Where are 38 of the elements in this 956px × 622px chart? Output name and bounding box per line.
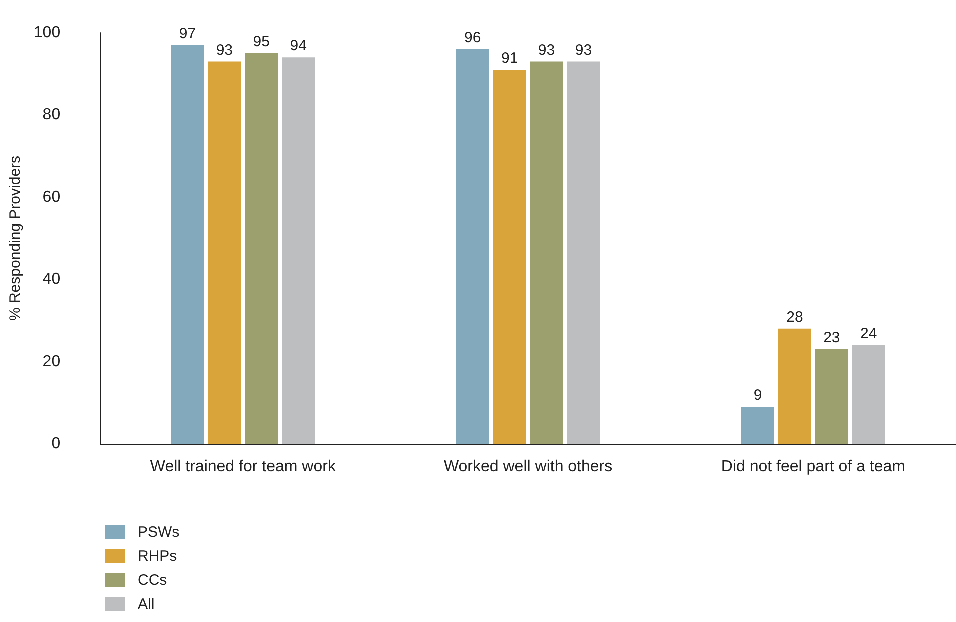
bar — [493, 70, 526, 444]
data-label: 24 — [860, 325, 878, 342]
y-tick-label: 80 — [42, 106, 61, 124]
bar — [530, 62, 564, 444]
y-axis-title: % Responding Providers — [7, 156, 24, 322]
data-label: 91 — [501, 50, 518, 67]
bar — [171, 45, 204, 444]
data-label: 93 — [575, 42, 592, 59]
bar — [245, 54, 278, 444]
x-tick-label: Did not feel part of a team — [721, 458, 906, 476]
x-tick-label: Worked well with others — [444, 458, 613, 476]
y-tick-label: 100 — [34, 24, 61, 42]
y-tick-label: 0 — [52, 436, 61, 452]
data-label: 94 — [290, 38, 307, 55]
bar — [852, 345, 886, 444]
legend-label: RHPs — [138, 548, 178, 565]
legend-label: PSWs — [138, 524, 180, 541]
bar — [567, 62, 600, 444]
data-label: 95 — [253, 34, 270, 51]
bar — [456, 49, 490, 444]
data-label: 96 — [464, 29, 482, 46]
y-tick-label: 20 — [42, 353, 61, 370]
x-tick-label: Well trained for team work — [150, 458, 337, 476]
legend-label: CCs — [138, 572, 168, 589]
data-label: 93 — [216, 42, 234, 59]
data-label: 97 — [179, 25, 196, 42]
bar — [815, 349, 848, 444]
legend-label: All — [138, 596, 155, 613]
data-label: 28 — [786, 308, 804, 326]
data-label: 93 — [538, 42, 556, 59]
bar — [208, 62, 242, 444]
bar — [778, 328, 812, 444]
data-label: 23 — [824, 329, 840, 346]
bar — [741, 407, 774, 444]
y-tick-label: 60 — [42, 188, 61, 206]
y-tick-label: 40 — [42, 271, 61, 288]
bar — [282, 58, 316, 444]
data-label: 9 — [754, 387, 762, 404]
